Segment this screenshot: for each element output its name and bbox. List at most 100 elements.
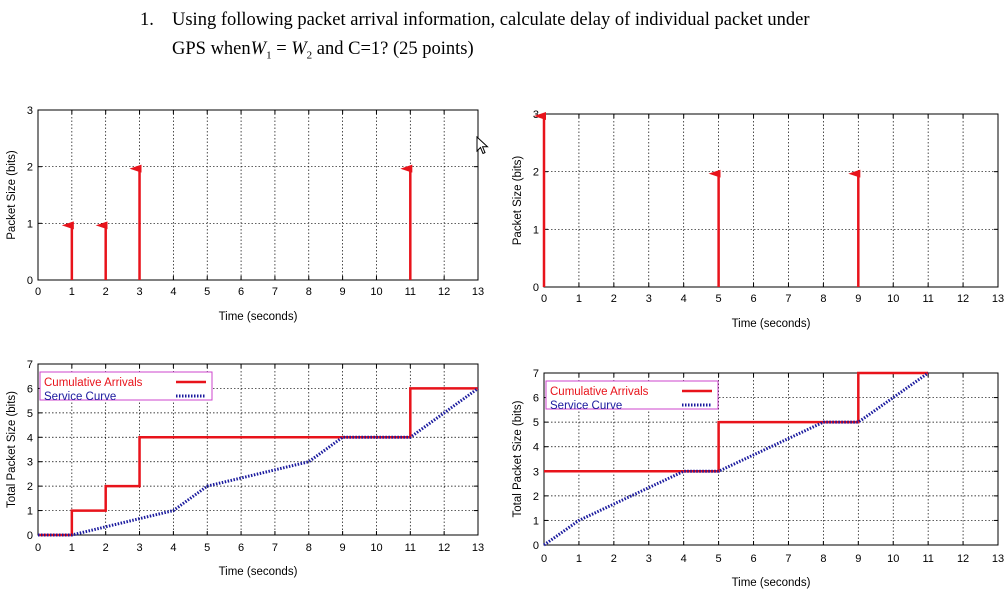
x-tick-label: 8	[306, 542, 312, 554]
y-tick-label: 3	[533, 466, 539, 478]
y-tick-label: 3	[27, 457, 33, 469]
y-tick-label: 5	[533, 417, 539, 429]
x-tick-label: 1	[576, 553, 582, 565]
x-tick-label: 13	[992, 553, 1004, 565]
x-tick-label: 6	[750, 293, 756, 305]
x-tick-label: 5	[204, 542, 210, 554]
y-tick-label: 2	[533, 167, 539, 179]
y-axis-label: Total Packet Size (bits)	[512, 400, 524, 517]
y-tick-label: 1	[27, 506, 33, 518]
plot-frame	[543, 372, 999, 546]
legend-label: Service Curve	[550, 400, 622, 412]
cumulative-arrivals-line	[38, 387, 478, 537]
x-tick-label: 7	[272, 542, 278, 554]
y-tick-label: 0	[533, 282, 539, 294]
y-tick-label: 2	[27, 481, 33, 493]
question-number: 1.	[140, 10, 154, 30]
y-tick-label: 4	[27, 432, 33, 444]
x-tick-label: 4	[681, 553, 687, 565]
x-tick-label: 4	[681, 293, 687, 305]
y-tick-label: 1	[533, 515, 539, 527]
x-tick-label: 9	[855, 553, 861, 565]
x-tick-label: 11	[922, 553, 933, 565]
x-tick-label: 9	[340, 286, 346, 298]
plot-frame	[37, 363, 479, 536]
plot-frame	[37, 109, 479, 281]
plot-frame	[543, 113, 999, 288]
x-tick-label: 1	[69, 286, 75, 298]
x-tick-label: 3	[646, 293, 652, 305]
x-tick-label: 0	[541, 553, 547, 565]
x-tick-label: 13	[472, 286, 484, 298]
x-tick-label: 1	[576, 293, 582, 305]
question-line-2-prefix: GPS when	[172, 39, 251, 59]
x-tick-label: 12	[957, 293, 969, 305]
y-tick-label: 0	[27, 275, 33, 287]
y-tick-label: 2	[27, 162, 33, 174]
legend-label: Service Curve	[44, 391, 116, 403]
y-axis-label: Total Packet Size (bits)	[6, 391, 18, 508]
x-tick-label: 3	[646, 553, 652, 565]
x-tick-label: 8	[820, 293, 826, 305]
w1-symbol: W	[250, 39, 267, 59]
x-tick-label: 6	[750, 553, 756, 565]
y-tick-label: 7	[27, 359, 33, 371]
x-tick-label: 2	[611, 553, 617, 565]
x-tick-label: 7	[785, 293, 791, 305]
x-tick-label: 8	[306, 286, 312, 298]
x-tick-label: 3	[136, 542, 142, 554]
x-tick-label: 10	[370, 286, 382, 298]
w2-symbol: W	[291, 39, 307, 59]
y-tick-label: 3	[533, 109, 539, 121]
x-tick-label: 8	[820, 553, 826, 565]
x-tick-label: 9	[340, 542, 346, 554]
question-line-2: GPS whenW1 = W2 and C=1? (25 points)	[172, 35, 474, 71]
x-tick-label: 13	[992, 293, 1004, 305]
x-axis-label: Time (seconds)	[732, 577, 811, 589]
x-tick-label: 7	[785, 553, 791, 565]
x-axis-label: Time (seconds)	[732, 318, 811, 330]
y-tick-label: 2	[533, 491, 539, 503]
x-tick-label: 7	[272, 286, 278, 298]
x-tick-label: 2	[611, 293, 617, 305]
y-tick-label: 0	[533, 540, 539, 552]
x-tick-label: 12	[438, 286, 450, 298]
y-tick-label: 1	[27, 218, 33, 230]
legend-box	[39, 371, 213, 401]
x-tick-label: 11	[405, 542, 416, 554]
x-tick-label: 11	[922, 293, 933, 305]
x-tick-label: 10	[370, 542, 382, 554]
y-tick-label: 6	[27, 383, 33, 395]
y-tick-label: 3	[27, 105, 33, 117]
w1-subscript: 1	[266, 49, 272, 62]
x-tick-label: 6	[238, 542, 244, 554]
x-tick-label: 10	[887, 553, 899, 565]
legend-label: Cumulative Arrivals	[550, 386, 649, 398]
question-line-1: Using following packet arrival informati…	[172, 10, 810, 30]
equals-sign: =	[271, 39, 292, 59]
y-tick-label: 0	[27, 530, 33, 542]
y-tick-label: 5	[27, 408, 33, 420]
x-tick-label: 0	[35, 542, 41, 554]
y-tick-label: 6	[533, 393, 539, 405]
x-tick-label: 0	[541, 293, 547, 305]
cumulative-arrivals-line	[544, 371, 929, 473]
x-tick-label: 12	[957, 553, 969, 565]
x-tick-label: 5	[716, 293, 722, 305]
x-tick-label: 6	[238, 286, 244, 298]
y-axis-label: Packet Size (bits)	[512, 156, 524, 246]
x-tick-label: 0	[35, 286, 41, 298]
x-tick-label: 11	[405, 286, 416, 298]
x-tick-label: 5	[716, 553, 722, 565]
y-tick-label: 4	[533, 442, 539, 454]
x-tick-label: 4	[170, 286, 176, 298]
legend-box	[545, 380, 719, 410]
y-tick-label: 1	[533, 224, 539, 236]
x-tick-label: 9	[855, 293, 861, 305]
x-tick-label: 4	[170, 542, 176, 554]
y-axis-label: Packet Size (bits)	[6, 150, 18, 240]
